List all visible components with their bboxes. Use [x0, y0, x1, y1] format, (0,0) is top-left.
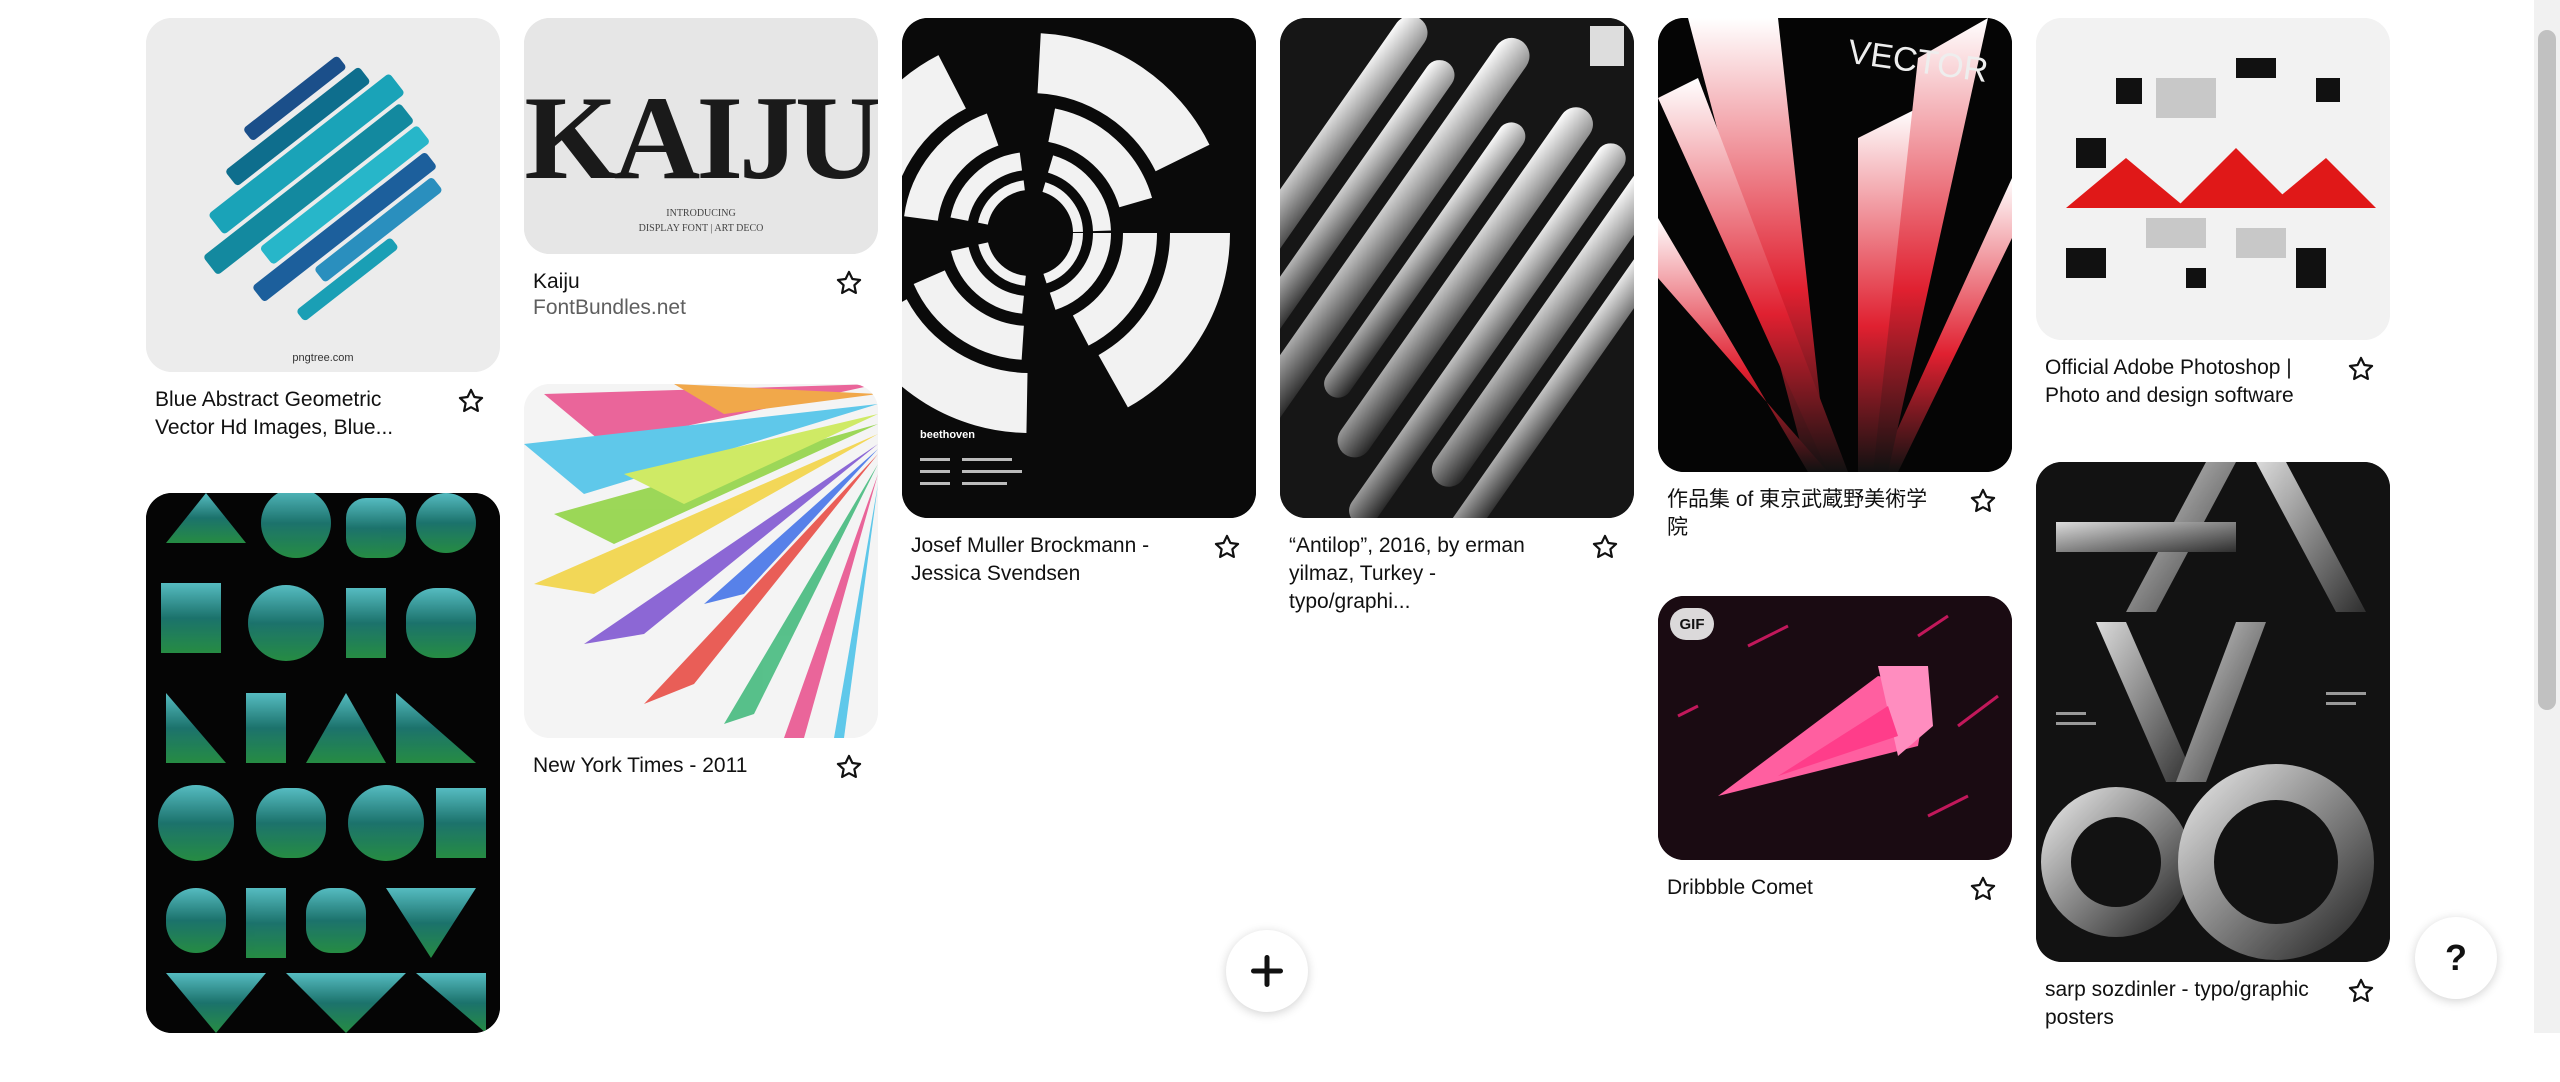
pin-image[interactable]: KAIJU INTRODUCING DISPLAY FONT | ART DEC… [524, 18, 878, 254]
plus-icon [1251, 955, 1283, 987]
pin-title[interactable]: Josef Muller Brockmann - Jessica Svendse… [911, 534, 1150, 585]
colorful-shards-image [524, 384, 878, 738]
pin-title[interactable]: Blue Abstract Geometric Vector Hd Images… [155, 388, 394, 439]
pin-title[interactable]: 作品集 of 東京武蔵野美術学院 [1667, 488, 1928, 539]
help-button[interactable]: ? [2415, 917, 2497, 999]
svg-text:pngtree.com: pngtree.com [292, 352, 353, 364]
photoshop-collage-image [2036, 18, 2390, 340]
star-icon[interactable] [1210, 530, 1244, 564]
scrollbar[interactable] [2534, 0, 2560, 1033]
pin-card[interactable]: “Antilop”, 2016, by erman yilmaz, Turkey… [1280, 18, 1634, 613]
pin-card[interactable]: pngtree.com Blue Abstract Geometric Vect… [146, 18, 500, 462]
pin-title[interactable]: “Antilop”, 2016, by erman yilmaz, Turkey… [1289, 534, 1525, 613]
pin-image[interactable]: pngtree.com [146, 18, 500, 372]
svg-text:beethoven: beethoven [920, 429, 975, 441]
svg-text:INTRODUCING: INTRODUCING [666, 208, 735, 219]
antilop-poster-image [1280, 18, 1634, 518]
pin-meta: “Antilop”, 2016, by erman yilmaz, Turkey… [1280, 518, 1634, 613]
pin-card[interactable]: GIF Dribbble Comet [1658, 596, 2012, 950]
pin-card[interactable] [146, 493, 500, 1033]
alphabet-poster-image [146, 493, 500, 1033]
pin-meta: sarp sozdinler - typo/graphic posters [2036, 962, 2390, 1082]
star-icon[interactable] [832, 266, 866, 300]
star-icon[interactable] [2344, 352, 2378, 386]
pin-image[interactable] [146, 493, 500, 1033]
pin-title[interactable]: Dribbble Comet [1667, 876, 1813, 899]
satantango-poster-image [2036, 462, 2390, 962]
pin-image[interactable]: beethoven [902, 18, 1256, 518]
vector-poster-image: VECTOR [1658, 18, 2012, 472]
pin-card[interactable]: Official Adobe Photoshop | Photo and des… [2036, 18, 2390, 460]
gif-badge: GIF [1670, 608, 1714, 640]
pin-meta: Josef Muller Brockmann - Jessica Svendse… [902, 518, 1256, 608]
scrollbar-thumb[interactable] [2538, 30, 2556, 710]
kaiju-font-image: KAIJU INTRODUCING DISPLAY FONT | ART DEC… [524, 18, 878, 254]
star-icon[interactable] [1966, 872, 2000, 906]
pin-meta: New York Times - 2011 [524, 738, 878, 828]
brockmann-poster-image: beethoven [902, 18, 1256, 518]
pin-image[interactable] [2036, 462, 2390, 962]
pin-card[interactable]: sarp sozdinler - typo/graphic posters [2036, 462, 2390, 1082]
pin-meta: Dribbble Comet [1658, 860, 2012, 950]
star-icon[interactable] [454, 384, 488, 418]
pin-meta: 作品集 of 東京武蔵野美術学院 [1658, 472, 2012, 592]
add-button[interactable] [1226, 930, 1308, 1012]
pin-image[interactable]: GIF [1658, 596, 2012, 860]
pin-image[interactable] [2036, 18, 2390, 340]
star-icon[interactable] [2344, 974, 2378, 1008]
pin-image[interactable] [524, 384, 878, 738]
pin-title[interactable]: New York Times - 2011 [533, 754, 748, 777]
star-icon[interactable] [1588, 530, 1622, 564]
svg-text:DISPLAY FONT | ART DECO: DISPLAY FONT | ART DECO [639, 223, 764, 234]
pin-card[interactable]: New York Times - 2011 [524, 384, 878, 828]
pin-meta: Kaiju FontBundles.net [524, 254, 878, 354]
pin-title[interactable]: Kaiju [533, 270, 580, 293]
pin-card[interactable]: VECTOR 作品集 of 東京武蔵野美術学院 [1658, 18, 2012, 592]
pin-image[interactable] [1280, 18, 1634, 518]
pin-subtitle: FontBundles.net [533, 296, 686, 319]
star-icon[interactable] [1966, 484, 2000, 518]
pin-title[interactable]: sarp sozdinler - typo/graphic posters [2045, 978, 2309, 1029]
pin-title[interactable]: Official Adobe Photoshop | Photo and des… [2045, 356, 2294, 407]
question-icon: ? [2445, 937, 2467, 978]
star-icon[interactable] [832, 750, 866, 784]
pin-meta: Blue Abstract Geometric Vector Hd Images… [146, 372, 500, 462]
pin-meta: Official Adobe Photoshop | Photo and des… [2036, 340, 2390, 460]
comet-image [1658, 596, 2012, 860]
pin-card[interactable]: KAIJU INTRODUCING DISPLAY FONT | ART DEC… [524, 18, 878, 354]
blue-abstract-image: pngtree.com [146, 18, 500, 372]
pin-image[interactable]: VECTOR [1658, 18, 2012, 472]
svg-text:KAIJU: KAIJU [524, 71, 878, 204]
pin-card[interactable]: beethoven Josef Muller Brockmann - Jessi… [902, 18, 1256, 608]
